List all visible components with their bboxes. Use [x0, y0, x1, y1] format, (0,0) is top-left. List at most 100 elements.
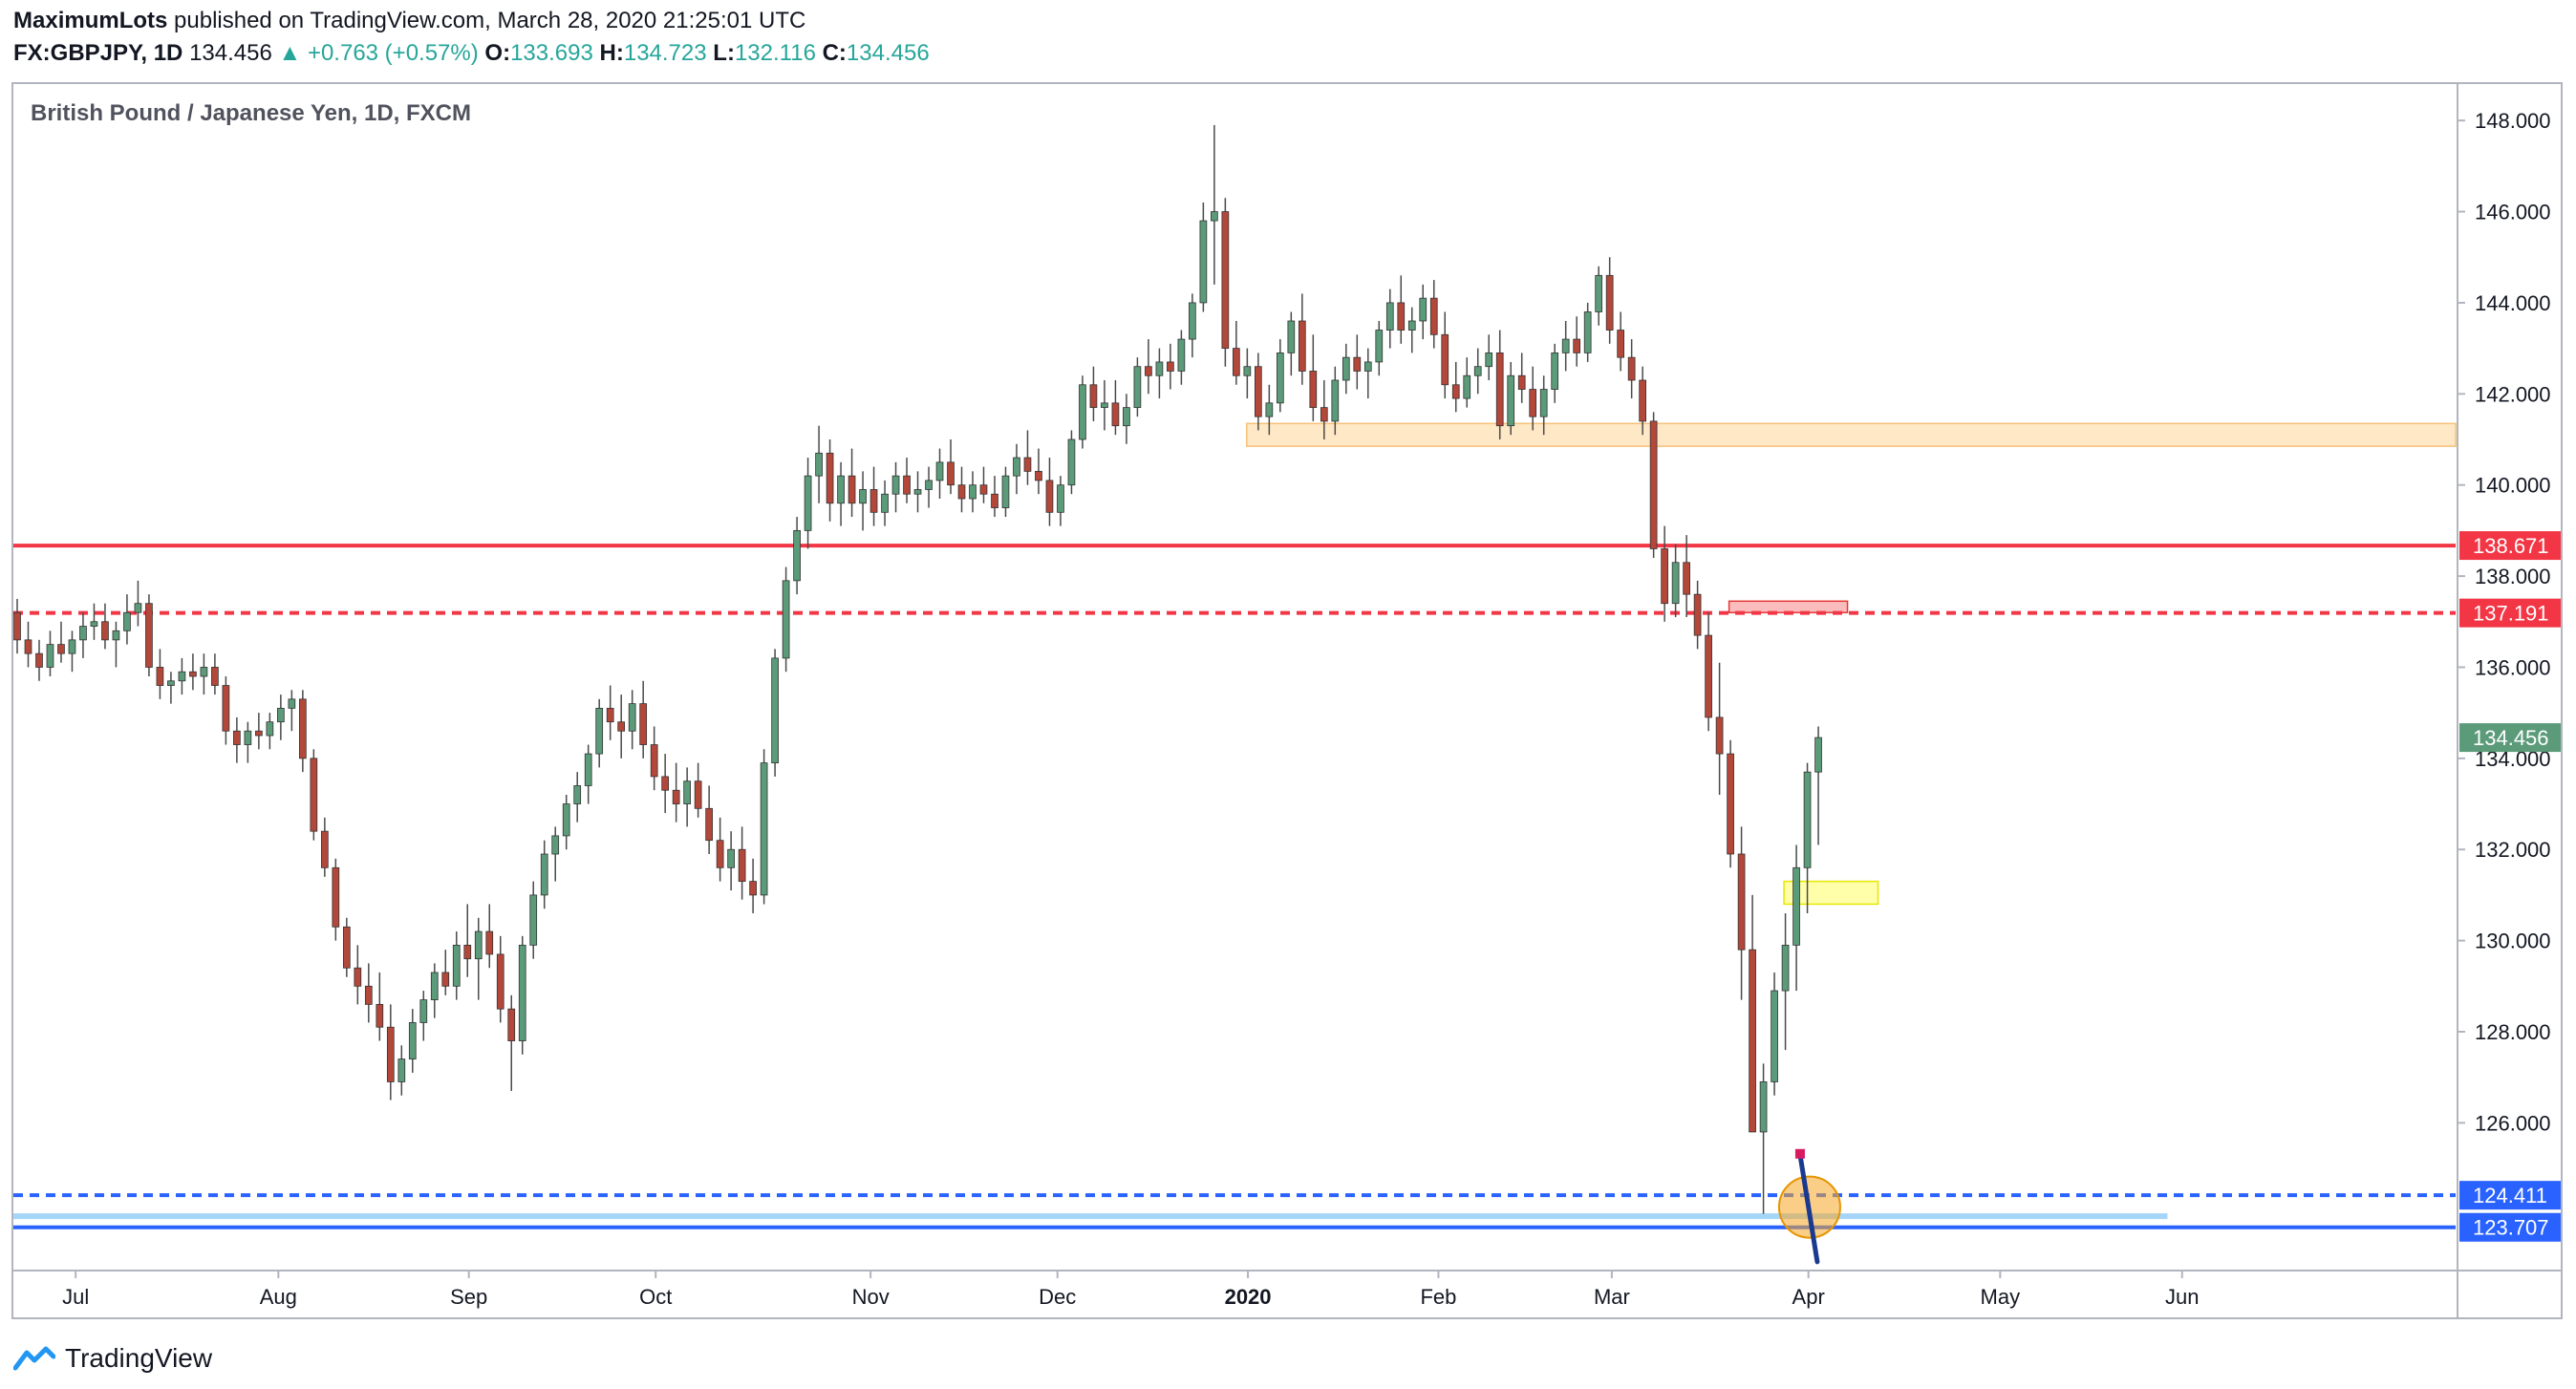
- candle-body-down: [979, 484, 988, 495]
- author-name[interactable]: MaximumLots: [13, 8, 168, 33]
- candle-body-down: [1221, 211, 1230, 350]
- candle-body-up: [1759, 1081, 1768, 1133]
- ohlc-line: FX:GBPJPY, 1D 134.456 ▲ +0.763 (+0.57%) …: [13, 40, 930, 67]
- candle: [1342, 343, 1350, 395]
- candle: [529, 881, 538, 959]
- low-value: 132.116: [734, 40, 816, 66]
- price-badge-bg: [2459, 723, 2561, 753]
- price-badge-label: 137.191: [2473, 602, 2549, 626]
- candle-body-up: [167, 680, 175, 686]
- candle-body-down: [1111, 402, 1120, 427]
- candle: [419, 991, 428, 1041]
- candle: [749, 858, 757, 913]
- candle-body-down: [606, 707, 614, 723]
- candle-body-up: [1079, 384, 1086, 440]
- candle: [869, 466, 878, 526]
- price-tick-label: 144.000: [2475, 291, 2551, 315]
- candle: [1133, 357, 1142, 417]
- price-tick-label: 130.000: [2475, 930, 2551, 953]
- candle: [859, 471, 867, 531]
- candle: [123, 594, 131, 645]
- candle-body-up: [1407, 320, 1416, 331]
- candle-body-down: [1639, 379, 1646, 422]
- candle: [233, 716, 241, 763]
- candle-body-up: [760, 762, 768, 896]
- candle-body-down: [1737, 853, 1746, 951]
- candle-body-down: [661, 776, 670, 791]
- candle-body-up: [1123, 407, 1130, 427]
- candle: [1035, 448, 1042, 495]
- candle-body-down: [705, 807, 713, 842]
- candle-body-down: [1441, 333, 1449, 386]
- candle: [1705, 612, 1712, 732]
- candle-body-up: [1375, 330, 1384, 363]
- candle-body-down: [1627, 356, 1636, 381]
- candle: [68, 630, 76, 673]
- footer[interactable]: TradingView: [13, 1339, 212, 1378]
- candle-body-up: [1363, 361, 1372, 372]
- candle: [562, 795, 570, 850]
- candle: [518, 935, 526, 1055]
- price-tick-label: 136.000: [2475, 655, 2551, 679]
- candle-body-down: [1693, 593, 1702, 636]
- candle: [1595, 266, 1603, 326]
- price-tick-label: 142.000: [2475, 382, 2551, 406]
- candle: [1276, 339, 1284, 413]
- candle: [408, 1009, 417, 1073]
- candle: [1199, 203, 1208, 312]
- candle-body-down: [848, 475, 856, 504]
- candle-body-up: [266, 721, 274, 737]
- candle: [1023, 430, 1032, 485]
- candle: [320, 817, 329, 877]
- candle: [617, 694, 626, 759]
- candle: [694, 762, 702, 818]
- candle-body-down: [299, 698, 307, 759]
- candle: [1254, 353, 1262, 431]
- candle: [1463, 357, 1471, 408]
- candle: [935, 448, 944, 499]
- candle: [24, 621, 32, 668]
- candle: [485, 904, 494, 969]
- candle: [101, 603, 109, 650]
- candle: [507, 994, 516, 1091]
- candle-body-up: [1385, 302, 1394, 331]
- candle: [167, 672, 175, 704]
- candle: [1067, 430, 1076, 495]
- price-axis[interactable]: 126.000128.000130.000132.000134.000136.0…: [2458, 109, 2551, 1135]
- candle-body-up: [1771, 990, 1778, 1082]
- candle-body-up: [1781, 944, 1790, 992]
- candle: [969, 471, 977, 513]
- candle-body-down: [672, 789, 680, 804]
- price-badge: 123.707: [2459, 1212, 2561, 1242]
- candle: [1792, 844, 1800, 992]
- brand-name: TradingView: [65, 1343, 213, 1373]
- candle: [1649, 412, 1658, 558]
- candle-body-up: [837, 475, 845, 504]
- candle: [1397, 275, 1406, 344]
- candle-body-up: [935, 461, 944, 481]
- candle-body-up: [969, 484, 977, 500]
- tradingview-logo-icon: [13, 1346, 55, 1371]
- candle: [738, 826, 746, 900]
- candle-body-down: [1045, 480, 1054, 513]
- price-badge-bg: [2459, 531, 2561, 561]
- candle: [1617, 311, 1625, 372]
- candle: [1320, 380, 1328, 439]
- candle: [1419, 284, 1428, 340]
- candle-body-down: [1683, 562, 1690, 595]
- candle-body-up: [793, 529, 801, 582]
- candle-body-up: [1595, 274, 1603, 312]
- candle-body-up: [288, 698, 296, 709]
- time-axis[interactable]: Jul Aug Sep Oct Nov Dec 2020 Feb Mar Apr May Jun: [62, 1271, 2199, 1309]
- candle: [1803, 762, 1812, 913]
- candle-body-up: [419, 999, 428, 1023]
- candle: [1189, 293, 1196, 358]
- candle: [1627, 339, 1636, 399]
- candle-body-up: [1792, 866, 1800, 946]
- candle: [46, 630, 54, 676]
- symbol-label[interactable]: FX:GBPJPY, 1D: [13, 40, 183, 66]
- candle: [1407, 307, 1416, 353]
- candle-body-down: [101, 621, 109, 641]
- candle: [1473, 348, 1482, 395]
